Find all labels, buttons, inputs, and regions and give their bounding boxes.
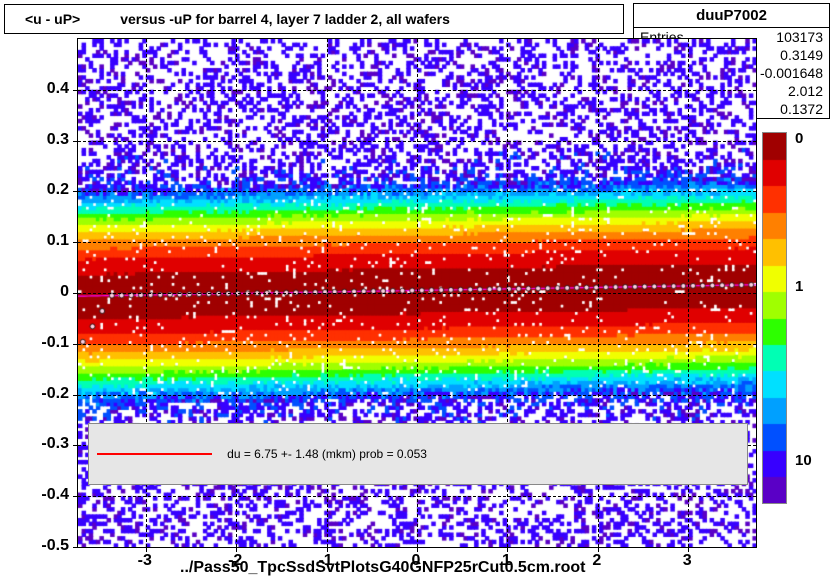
y-tick-label: 0.4: [47, 80, 69, 98]
y-tick-label: 0.2: [47, 181, 69, 199]
y-tick-label: -0.4: [41, 486, 69, 504]
stats-row-value: 2.012: [788, 83, 823, 99]
plot-area: du = 6.75 +- 1.48 (mkm) prob = 0.053: [77, 38, 757, 548]
y-tick-label: -0.3: [41, 435, 69, 453]
y-tick-label: -0.5: [41, 537, 69, 555]
title-vs: versus -uP for barrel 4, layer 7 ladder …: [120, 11, 450, 27]
x-tick-label: 2: [592, 552, 601, 570]
stats-name: duuP7002: [634, 4, 829, 28]
y-tick-label: 0: [60, 283, 69, 301]
title-expr: <u - uP>: [25, 11, 80, 27]
root-container: <u - uP> versus -uP for barrel 4, layer …: [0, 0, 833, 579]
stats-row-value: 103173: [776, 29, 823, 45]
stats-row-value: 0.1372: [780, 101, 823, 117]
y-tick-label: -0.1: [41, 334, 69, 352]
stats-row-value: -0.001648: [760, 65, 823, 81]
colorbar-label: 1: [795, 278, 803, 295]
y-tick-label: 0.3: [47, 131, 69, 149]
plot-title-box: <u - uP> versus -uP for barrel 4, layer …: [4, 4, 624, 34]
x-tick-label: -3: [138, 552, 152, 570]
colorbar-label-extra: 0: [795, 130, 803, 147]
fit-legend-line: [97, 453, 212, 455]
fit-legend-text: du = 6.75 +- 1.48 (mkm) prob = 0.053: [227, 447, 427, 461]
fit-legend-box: du = 6.75 +- 1.48 (mkm) prob = 0.053: [88, 423, 748, 486]
y-axis: -0.5-0.4-0.3-0.2-0.100.10.20.30.4: [0, 38, 75, 548]
stats-row-value: 0.3149: [780, 47, 823, 63]
colorbar-canvas: [763, 133, 786, 503]
colorbar: [762, 132, 787, 504]
y-tick-label: 0.1: [47, 232, 69, 250]
y-tick-label: -0.2: [41, 385, 69, 403]
x-tick-label: 3: [683, 552, 692, 570]
colorbar-label: 10: [795, 452, 812, 469]
x-axis-filepath: ../Pass50_TpcSsdSvtPlotsG40GNFP25rCut0.5…: [180, 559, 585, 577]
